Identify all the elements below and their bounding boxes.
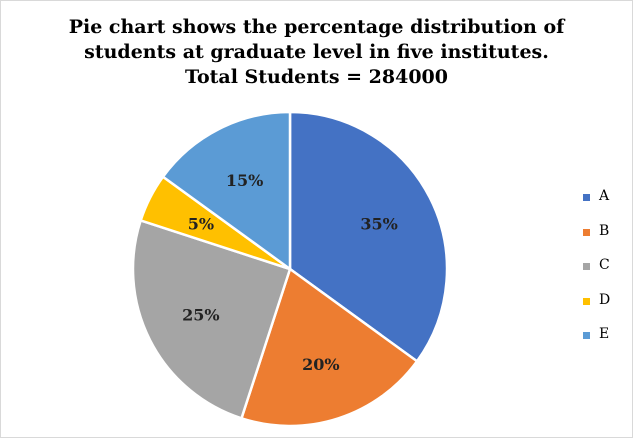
chart-title-line-1: Pie chart shows the percentage distribut… [68,16,565,38]
legend-label-a: A [599,188,610,204]
legend-item-d: D [583,292,610,327]
legend-item-c: C [583,257,610,292]
pie-slice-a [288,110,449,363]
legend-item-e: E [583,326,610,361]
legend-swatch-e [583,332,590,339]
legend-swatch-b [583,228,590,236]
legend-label-e: E [599,326,610,342]
legend-label-b: B [599,222,610,239]
chart-title: Pie chart shows the percentage distribut… [1,15,632,90]
slice-label-a: 35% [360,215,397,234]
slice-label-e: 15% [226,171,263,190]
legend-label-d: D [599,291,611,308]
chart-title-line-2: students at graduate level in five insti… [84,41,549,63]
slice-label-c: 25% [182,305,219,324]
legend-label-c: C [599,257,610,273]
legend: A B C D E [583,188,610,361]
legend-item-a: A [583,188,610,223]
pie-slice-b [240,267,419,428]
legend-swatch-a [583,194,590,201]
chart-title-line-3: Total Students = 284000 [185,66,448,88]
pie-slice-e [161,110,292,271]
slice-label-b: 20% [302,355,339,374]
slice-label-d: 5% [188,215,214,234]
legend-swatch-c [583,263,590,270]
legend-item-b: B [583,223,610,258]
pie-slice-c [131,219,292,420]
legend-swatch-d [583,297,590,305]
